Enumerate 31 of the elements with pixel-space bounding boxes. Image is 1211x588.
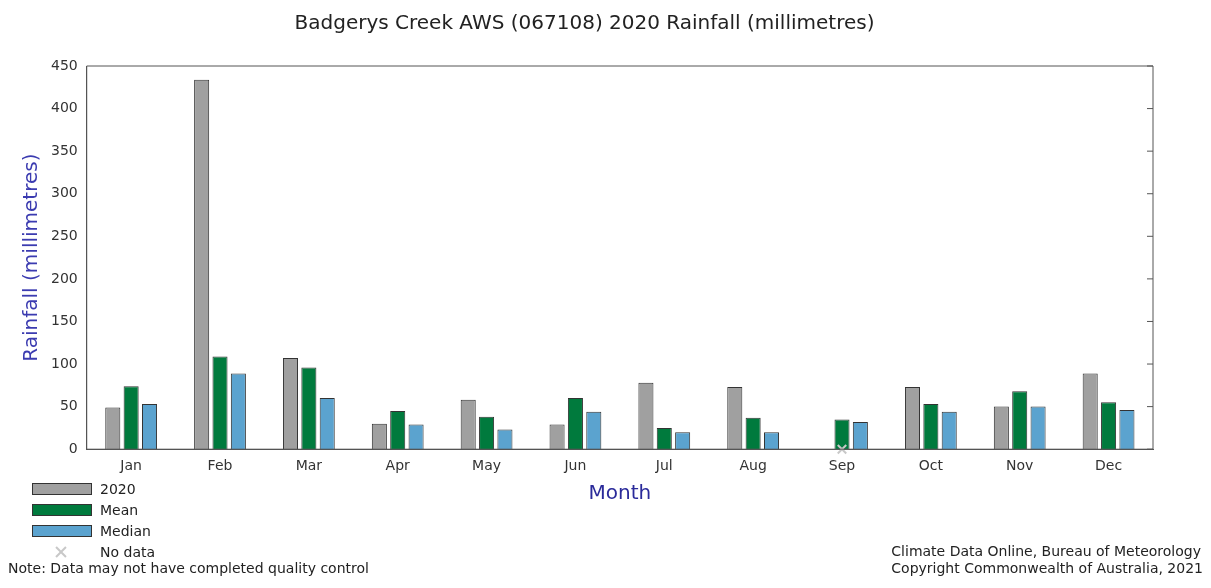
y-tick-label: 400 (50, 99, 78, 116)
y-tick-label: 450 (50, 56, 78, 73)
y-tick-label: 0 (68, 439, 78, 456)
legend-label: Median (100, 522, 151, 539)
y-tick-label: 50 (59, 397, 78, 414)
text: Note: Data may not have completed quality control (8, 560, 369, 576)
x-tick-label: Feb (207, 457, 233, 474)
y-tick-label: 200 (50, 269, 78, 286)
x-tick-label: Apr (385, 457, 411, 474)
legend-label: No data (100, 543, 156, 560)
y-tick-label: 250 (50, 226, 78, 243)
chart-title: Badgerys Creek AWS (067108) 2020 Rainfall (millimetres) (294, 10, 875, 35)
legend-label: Mean (100, 501, 139, 518)
text: Climate Data Online, Bureau of Meteorology Copyright Commonwealth of Australia, 2021 (891, 543, 1203, 577)
x-tick-label: Oct (918, 457, 944, 474)
x-tick-label: Jan (119, 457, 142, 474)
x-tick-label: Mar (295, 457, 323, 474)
y-tick-label: 350 (50, 141, 78, 158)
y-tick-label: 100 (50, 354, 78, 371)
x-tick-label: Aug (739, 457, 767, 474)
x-axis-title: Month (588, 480, 652, 505)
x-tick-label: Sep (828, 457, 856, 474)
y-tick-label: 300 (50, 184, 78, 201)
x-tick-label: May (472, 457, 502, 474)
legend-label: 2020 (100, 480, 136, 497)
x-tick-label: Jul (654, 457, 673, 474)
x-tick-label: Jun (563, 457, 587, 474)
y-axis-title: Rainfall (millimetres) (18, 153, 43, 362)
y-tick-label: 150 (50, 312, 78, 329)
x-tick-label: Nov (1006, 457, 1034, 474)
x-tick-label: Dec (1095, 457, 1123, 474)
